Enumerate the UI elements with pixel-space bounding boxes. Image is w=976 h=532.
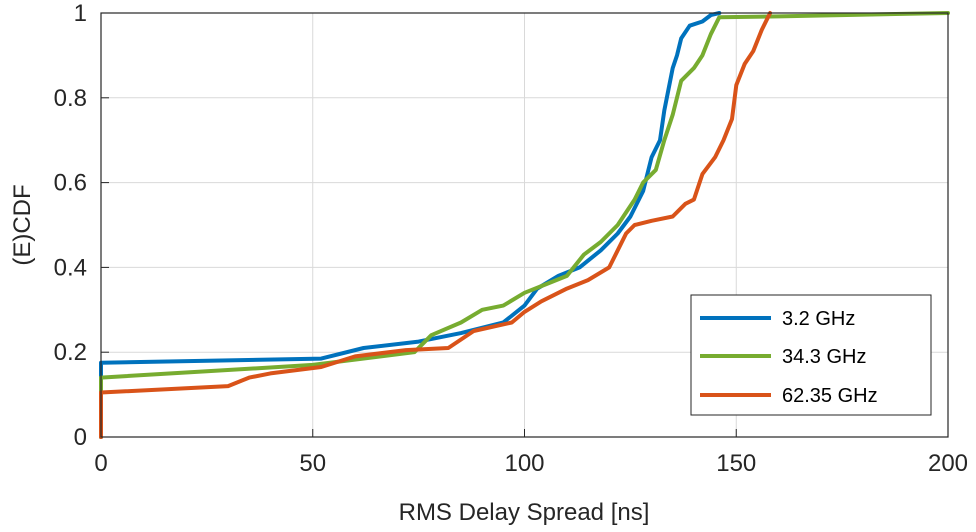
legend-label-62-35ghz: 62.35 GHz (782, 385, 878, 407)
tick-labels: 0 50 100 150 200 0 0.2 0.4 0.6 0.8 1 (54, 0, 968, 477)
x-tick-label: 50 (299, 450, 326, 477)
x-axis-label: RMS Delay Spread [ns] (399, 499, 650, 526)
legend: 3.2 GHz 34.3 GHz 62.35 GHz (690, 294, 932, 416)
y-tick-label: 0.6 (54, 170, 87, 197)
series-line-2 (99, 11, 773, 439)
legend-label-34-3ghz: 34.3 GHz (782, 346, 866, 368)
y-tick-label: 0.4 (54, 254, 87, 281)
y-axis-label: (E)CDF (9, 184, 36, 265)
y-tick-label: 0 (74, 424, 87, 451)
series-line-1 (99, 11, 950, 439)
legend-label-3-2ghz: 3.2 GHz (782, 308, 855, 330)
series-layer (99, 11, 950, 439)
y-tick-label: 0.8 (54, 85, 87, 112)
y-tick-label: 1 (74, 0, 87, 27)
x-tick-label: 100 (504, 450, 544, 477)
x-tick-label: 150 (716, 450, 756, 477)
x-tick-label: 200 (928, 450, 968, 477)
y-tick-label: 0.2 (54, 339, 87, 366)
x-tick-label: 0 (94, 450, 107, 477)
